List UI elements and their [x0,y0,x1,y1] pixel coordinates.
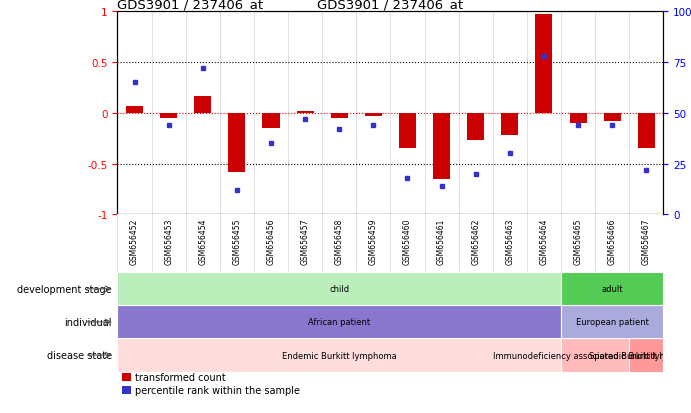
Text: GSM656460: GSM656460 [403,218,412,264]
Bar [263,114,280,129]
Bar [296,112,314,114]
Bar [160,114,177,119]
Bar [433,114,450,179]
Legend: transformed count, percentile rank within the sample: transformed count, percentile rank withi… [122,373,300,395]
Text: GSM656461: GSM656461 [437,218,446,264]
Bar [126,107,143,114]
Text: Endemic Burkitt lymphoma: Endemic Burkitt lymphoma [282,351,397,360]
Bar [365,114,382,116]
Text: GSM656452: GSM656452 [130,218,139,264]
Text: Immunodeficiency associated Burkitt lymphoma: Immunodeficiency associated Burkitt lymp… [493,351,691,360]
Text: GSM656453: GSM656453 [164,218,173,264]
Bar [561,339,630,372]
Text: GSM656457: GSM656457 [301,218,310,264]
Bar [194,96,211,114]
Bar [117,339,561,372]
Bar [399,114,416,149]
Text: GDS3901 / 237406_at: GDS3901 / 237406_at [117,0,263,11]
Text: GSM656455: GSM656455 [232,218,241,264]
Title: GDS3901 / 237406_at: GDS3901 / 237406_at [317,0,464,11]
Bar [228,114,245,172]
Text: GSM656465: GSM656465 [574,218,583,264]
Text: GSM656462: GSM656462 [471,218,480,264]
Text: European patient: European patient [576,318,649,327]
Text: individual: individual [64,317,112,327]
Bar [467,114,484,141]
Text: GSM656467: GSM656467 [642,218,651,264]
Bar [569,114,587,123]
Bar [536,15,553,114]
Bar [638,114,655,149]
Text: GSM656454: GSM656454 [198,218,207,264]
Text: GSM656466: GSM656466 [607,218,616,264]
Text: adult: adult [601,285,623,294]
Text: GSM656463: GSM656463 [505,218,514,264]
Bar [604,114,621,122]
Bar [561,273,663,306]
Bar [331,114,348,119]
Text: child: child [329,285,349,294]
Bar [117,273,561,306]
Bar [117,306,561,339]
Bar [561,306,663,339]
Bar [630,339,663,372]
Bar [501,114,518,136]
Text: development stage: development stage [17,284,112,294]
Text: GSM656464: GSM656464 [540,218,549,264]
Text: Sporadic Burkitt lymphoma: Sporadic Burkitt lymphoma [589,351,691,360]
Text: GSM656458: GSM656458 [334,218,343,264]
Text: African patient: African patient [308,318,370,327]
Text: disease state: disease state [47,350,112,360]
Text: GSM656456: GSM656456 [267,218,276,264]
Text: GSM656459: GSM656459 [369,218,378,264]
